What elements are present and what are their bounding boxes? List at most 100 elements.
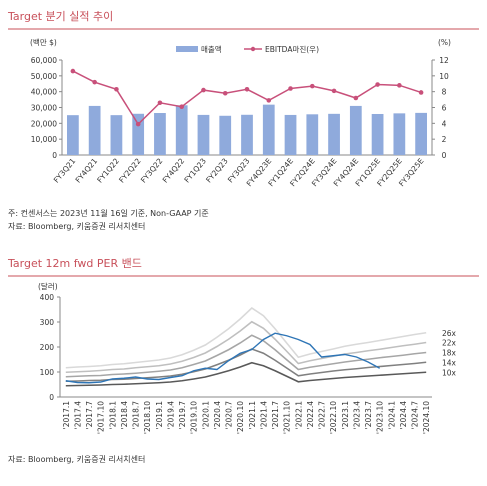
bar xyxy=(284,114,297,155)
y-tick-label: 20,000 xyxy=(31,119,57,128)
bar xyxy=(393,113,406,155)
point xyxy=(331,88,337,94)
bar xyxy=(197,114,210,155)
x-tick-label: FY2Q23 xyxy=(204,156,230,184)
x-tick-label: '2022.7 xyxy=(318,401,327,430)
bar xyxy=(371,113,384,155)
x-tick-label: FY3Q22 xyxy=(139,156,165,184)
x-tick-label: '2019.4 xyxy=(166,401,175,430)
series-label: 22x xyxy=(442,339,457,348)
x-tick-label: '2023.4 xyxy=(352,401,361,430)
y-axis-label: (달러) xyxy=(38,282,58,291)
point xyxy=(288,86,293,91)
x-tick-label: '2018.10 xyxy=(143,401,152,434)
x-tick-label: FY2Q22 xyxy=(117,156,143,184)
x-tick-label: '2021.4 xyxy=(259,401,268,430)
y-tick-label: 30,000 xyxy=(31,104,57,113)
bar xyxy=(110,115,123,155)
x-tick-label: '2019.1 xyxy=(155,401,164,430)
x-tick-label: '2024.7 xyxy=(411,401,420,430)
x-tick-label: '2023.1 xyxy=(341,401,350,430)
x-tick-label: FY4Q22 xyxy=(161,156,187,184)
bar xyxy=(219,115,232,155)
x-tick-label: FY4Q21 xyxy=(74,156,100,184)
y2-tick-label: 2 xyxy=(442,135,447,144)
line xyxy=(65,320,427,374)
bar xyxy=(241,114,253,155)
y-tick-label: 60,000 xyxy=(31,56,57,65)
x-tick-label: FY1Q22 xyxy=(95,156,121,184)
line xyxy=(65,361,427,387)
bar xyxy=(262,104,275,155)
chart-title: Target 12m fwd PER 밴드 xyxy=(7,257,142,270)
x-tick-label: '2020.7 xyxy=(225,401,234,430)
y-tick-label: 40,000 xyxy=(31,88,57,97)
x-tick-label: '2020.1 xyxy=(201,401,210,430)
x-tick-label: '2017.1 xyxy=(62,401,71,430)
y-axis-label: (백만 $) xyxy=(30,37,57,47)
x-tick-label: '2018.4 xyxy=(120,401,129,430)
bar xyxy=(67,115,79,155)
point xyxy=(418,90,424,95)
x-tick-label: '2019.10 xyxy=(190,401,199,434)
point xyxy=(135,121,141,127)
bar xyxy=(154,113,166,155)
point xyxy=(70,68,76,74)
point xyxy=(309,83,315,89)
y-tick-label: 400 xyxy=(40,293,55,302)
legend-label: 매출액 xyxy=(201,44,222,54)
point xyxy=(353,95,359,101)
series-label: 18x xyxy=(442,349,457,358)
legend-label: EBITDA마진(우) xyxy=(265,44,319,54)
x-tick-label: '2017.7 xyxy=(85,401,94,430)
point xyxy=(375,82,380,87)
x-tick-label: '2020.4 xyxy=(213,401,222,430)
bar xyxy=(132,113,145,155)
x-tick-label: '2021.7 xyxy=(271,401,280,430)
x-tick-label: '2023.10 xyxy=(376,401,385,434)
bar xyxy=(306,114,319,155)
y2-tick-label: 0 xyxy=(442,151,447,160)
x-tick-label: '2023.7 xyxy=(364,401,373,430)
note: 자료: Bloomberg, 키움증권 리서치센터 xyxy=(8,221,145,231)
series-label: 10x xyxy=(442,368,457,377)
y2-tick-label: 10 xyxy=(439,72,449,81)
point xyxy=(201,87,206,93)
point xyxy=(92,79,97,85)
note: 주: 컨센서스는 2023년 11월 16일 기준, Non-GAAP 기준 xyxy=(8,208,209,218)
point xyxy=(222,90,228,96)
bar xyxy=(349,105,362,155)
bar xyxy=(88,105,101,155)
y-tick-label: 10,000 xyxy=(31,135,57,144)
x-tick-label: '2022.4 xyxy=(306,401,315,430)
line xyxy=(65,306,427,369)
x-tick-label: '2024.4 xyxy=(399,401,408,430)
line xyxy=(65,332,381,384)
point xyxy=(244,86,250,92)
bar xyxy=(415,112,427,155)
y-tick-label: 200 xyxy=(40,343,55,352)
x-tick-label: '2021.1 xyxy=(248,401,257,430)
point xyxy=(397,83,402,88)
x-tick-label: '2022.1 xyxy=(294,401,303,430)
x-tick-label: '2024.10 xyxy=(422,401,431,434)
x-tick-label: '2017.4 xyxy=(73,401,82,430)
series-label: 14x xyxy=(442,358,457,367)
y2-tick-label: 12 xyxy=(439,56,449,65)
series-label: 26x xyxy=(442,329,457,338)
y-tick-label: 100 xyxy=(40,368,55,377)
y2-tick-label: 4 xyxy=(442,119,447,128)
x-tick-label: '2018.1 xyxy=(108,401,117,430)
chart-title: Target 분기 실적 추이 xyxy=(7,10,113,23)
x-tick-label: '2018.7 xyxy=(132,401,141,430)
point xyxy=(114,86,119,92)
x-tick-label: '2020.10 xyxy=(236,401,245,434)
y2-tick-label: 6 xyxy=(442,104,447,113)
y-tick-label: 0 xyxy=(52,151,57,160)
x-tick-label: FY3Q21 xyxy=(52,156,78,184)
legend-swatch xyxy=(176,46,198,52)
x-tick-label: '2021.10 xyxy=(283,401,292,434)
x-tick-label: '2022.10 xyxy=(329,401,338,434)
